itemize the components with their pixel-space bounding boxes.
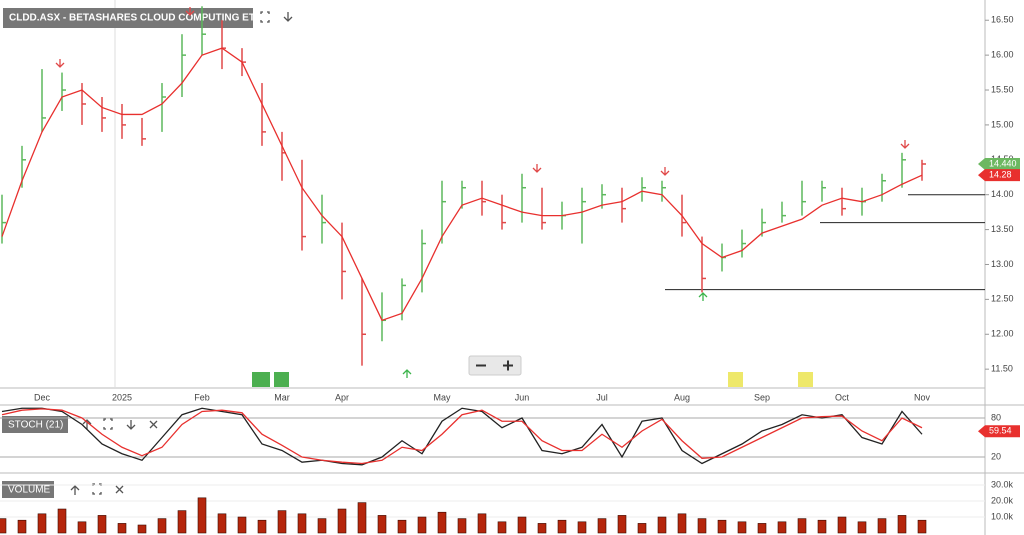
x-tick-label: Jun xyxy=(515,392,530,402)
volume-bar xyxy=(297,513,307,534)
y-tick-label: 20 xyxy=(991,451,1001,461)
stoch-line xyxy=(1,408,923,465)
x-tick-label: Mar xyxy=(274,392,290,402)
volume-bar xyxy=(757,523,767,534)
y-tick-label: 15.50 xyxy=(991,84,1014,94)
volume-bar xyxy=(517,516,527,534)
volume-bar xyxy=(777,521,787,534)
last-price-badge-label: 14.440 xyxy=(989,158,1017,168)
last-value-label: 59.54 xyxy=(989,426,1012,436)
y-tick-label: 14.00 xyxy=(991,189,1014,199)
volume-bar xyxy=(57,508,67,534)
volume-bar xyxy=(637,523,647,534)
last-value-badge xyxy=(978,425,1020,438)
volume-bar xyxy=(837,516,847,534)
y-tick-label: 12.00 xyxy=(991,329,1014,339)
volume-bar xyxy=(0,518,7,534)
volume-bar xyxy=(77,521,87,534)
x-tick-label: Apr xyxy=(335,392,349,402)
volume-bar xyxy=(117,523,127,534)
signal-arrows xyxy=(55,7,910,378)
volume-bar xyxy=(97,515,107,534)
volume-bar xyxy=(217,513,227,534)
moving-average xyxy=(1,47,923,322)
volume-bar xyxy=(897,515,907,534)
volume-bar xyxy=(17,519,27,534)
volume-bar xyxy=(157,518,167,534)
volume-bar xyxy=(437,511,447,534)
x-tick-label: Oct xyxy=(835,392,850,402)
x-tick-label: Nov xyxy=(914,392,931,402)
y-tick-label: 13.50 xyxy=(991,224,1014,234)
volume-bar xyxy=(717,519,727,534)
volume-bar xyxy=(737,521,747,534)
panel-title: VOLUME xyxy=(8,485,51,496)
y-tick-label: 80 xyxy=(991,412,1001,422)
volume-bar xyxy=(257,519,267,534)
event-icons[interactable] xyxy=(252,372,813,387)
volume-bar xyxy=(617,515,627,534)
y-tick-label: 15.00 xyxy=(991,119,1014,129)
note-icon[interactable] xyxy=(798,372,813,387)
y-tick-label: 30.0k xyxy=(991,479,1014,489)
volume-bar xyxy=(137,524,147,534)
x-tick-label: Jul xyxy=(596,392,608,402)
y-tick-label: 10.0k xyxy=(991,511,1014,521)
volume-bar xyxy=(357,502,367,534)
y-tick-label: 12.50 xyxy=(991,294,1014,304)
volume-bar xyxy=(417,516,427,534)
ma-badge-label: 14.28 xyxy=(989,170,1012,180)
volume-bar xyxy=(557,519,567,534)
volume-bar xyxy=(857,521,867,534)
event-icon[interactable] xyxy=(252,372,270,387)
volume-bar xyxy=(37,513,47,534)
zoom-in[interactable] xyxy=(503,360,513,371)
y-tick-label: 20.0k xyxy=(991,495,1014,505)
volume-bar xyxy=(337,508,347,534)
volume-bar xyxy=(397,519,407,534)
note-icon[interactable] xyxy=(728,372,743,387)
last-price-badge xyxy=(978,157,1020,170)
volume-bar xyxy=(697,518,707,534)
title-icons[interactable] xyxy=(260,11,293,23)
volume-bar xyxy=(277,510,287,534)
ma-badge xyxy=(978,169,1020,182)
volume-bar xyxy=(497,521,507,534)
x-tick-label: Feb xyxy=(194,392,210,402)
x-tick-label: Sep xyxy=(754,392,770,402)
volume-bar xyxy=(877,518,887,534)
x-tick-label: Dec xyxy=(34,392,51,402)
volume-bar xyxy=(317,518,327,534)
event-icon[interactable] xyxy=(274,372,289,387)
volume-bar xyxy=(537,523,547,534)
volume-bar xyxy=(177,510,187,534)
volume-bar xyxy=(817,519,827,534)
panel-title: STOCH (21) xyxy=(8,420,63,431)
x-tick-label: Aug xyxy=(674,392,690,402)
volume-bar xyxy=(577,521,587,534)
volume-bar xyxy=(677,513,687,534)
volume-bar xyxy=(377,515,387,534)
volume-bar xyxy=(457,518,467,534)
volume-bar xyxy=(237,516,247,534)
x-tick-label: May xyxy=(433,392,451,402)
volume-bar xyxy=(477,513,487,534)
y-tick-label: 11.50 xyxy=(991,364,1013,374)
volume-bar xyxy=(797,518,807,534)
volume-bar xyxy=(597,518,607,534)
x-tick-label: 2025 xyxy=(112,392,132,402)
stoch-line xyxy=(1,407,923,466)
y-tick-label: 16.50 xyxy=(991,15,1014,25)
panel-title-box xyxy=(2,416,68,433)
volume-bar xyxy=(917,519,927,534)
y-tick-label: 13.00 xyxy=(991,259,1014,269)
y-tick-label: 16.00 xyxy=(991,50,1014,60)
chart-title: CLDD.ASX - BETASHARES CLOUD COMPUTING ET… xyxy=(9,13,261,24)
zoom-controls[interactable] xyxy=(468,355,522,376)
volume-bar xyxy=(197,497,207,534)
volume-bar xyxy=(657,516,667,534)
